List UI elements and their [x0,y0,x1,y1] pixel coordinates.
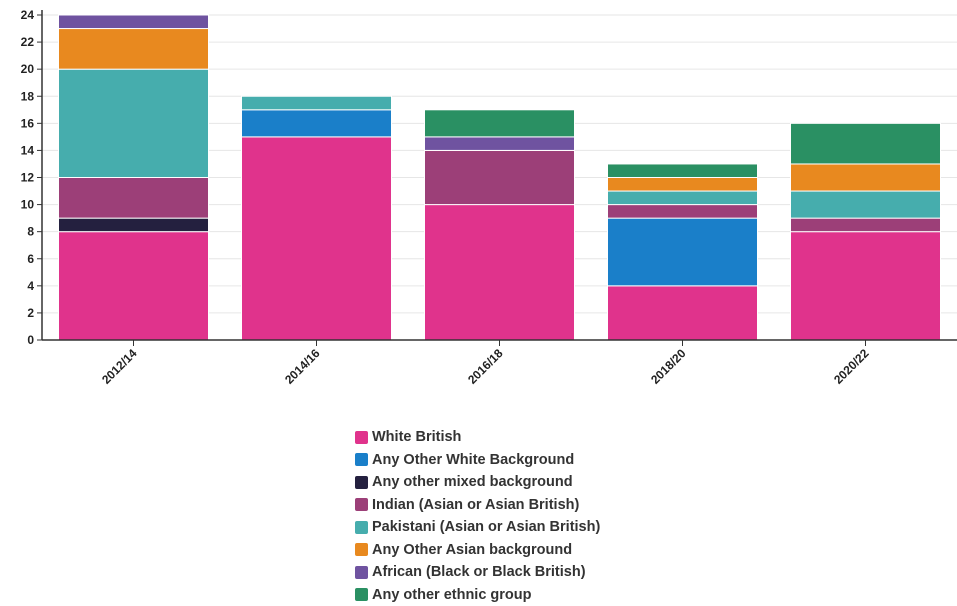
bar-segment[interactable] [425,205,575,340]
y-tick-label: 6 [27,252,34,266]
legend: White British Any Other White Background… [355,426,600,606]
legend-item-any-other-white-background[interactable]: Any Other White Background [355,449,600,472]
bar-segment[interactable] [242,110,392,137]
y-tick-label: 10 [21,198,35,212]
y-tick-label: 12 [21,171,35,185]
legend-swatch [355,498,368,511]
bar-segment[interactable] [791,218,941,232]
legend-swatch [355,543,368,556]
legend-label: Any other ethnic group [372,587,532,603]
bar-segment[interactable] [608,178,758,192]
legend-swatch [355,566,368,579]
legend-item-any-other-asian-background[interactable]: Any Other Asian background [355,539,600,562]
x-tick-label: 2016/18 [465,346,506,387]
x-tick-label: 2020/22 [831,346,872,387]
x-tick-label: 2018/20 [648,346,689,387]
y-tick-label: 0 [27,333,34,347]
y-tick-label: 8 [27,225,34,239]
legend-swatch [355,431,368,444]
bar-segment[interactable] [791,191,941,218]
y-tick-label: 20 [21,62,35,76]
bar-segment[interactable] [425,150,575,204]
bar-segment[interactable] [59,178,209,219]
y-tick-label: 18 [21,89,35,103]
legend-item-white-british[interactable]: White British [355,426,600,449]
legend-item-indian[interactable]: Indian (Asian or Asian British) [355,494,600,517]
legend-item-pakistani[interactable]: Pakistani (Asian or Asian British) [355,516,600,539]
x-tick-label: 2012/14 [99,346,140,387]
bar-segment[interactable] [791,232,941,340]
legend-item-any-other-mixed-background[interactable]: Any other mixed background [355,471,600,494]
legend-label: African (Black or Black British) [372,564,586,580]
legend-item-african[interactable]: African (Black or Black British) [355,561,600,584]
bar-segment[interactable] [59,15,209,29]
bar-segment[interactable] [791,164,941,191]
bar-segment[interactable] [608,218,758,286]
legend-swatch [355,453,368,466]
bar-segment[interactable] [608,191,758,205]
legend-item-any-other-ethnic-group[interactable]: Any other ethnic group [355,584,600,606]
bar-segment[interactable] [608,164,758,178]
bar-segment[interactable] [242,137,392,340]
legend-swatch [355,476,368,489]
bar-segment[interactable] [59,69,209,177]
legend-label: White British [372,429,461,445]
bar-segment[interactable] [59,29,209,70]
legend-label: Indian (Asian or Asian British) [372,497,579,513]
y-tick-label: 4 [27,279,34,293]
legend-label: Any Other Asian background [372,542,572,558]
y-tick-label: 24 [21,8,35,22]
legend-swatch [355,521,368,534]
bar-segment[interactable] [608,205,758,219]
bar-segment[interactable] [242,96,392,110]
bar-segment[interactable] [608,286,758,340]
bar-segment[interactable] [59,218,209,232]
bar-segment[interactable] [425,110,575,137]
y-tick-label: 2 [27,306,34,320]
y-tick-label: 16 [21,116,35,130]
legend-label: Any other mixed background [372,474,573,490]
legend-swatch [355,588,368,601]
bar-segment[interactable] [425,137,575,151]
y-tick-label: 14 [21,143,35,157]
legend-label: Pakistani (Asian or Asian British) [372,519,600,535]
x-tick-label: 2014/16 [282,346,323,387]
bar-segment[interactable] [791,123,941,164]
bars [59,15,941,340]
y-tick-label: 22 [21,35,35,49]
bar-segment[interactable] [59,232,209,340]
legend-label: Any Other White Background [372,452,574,468]
